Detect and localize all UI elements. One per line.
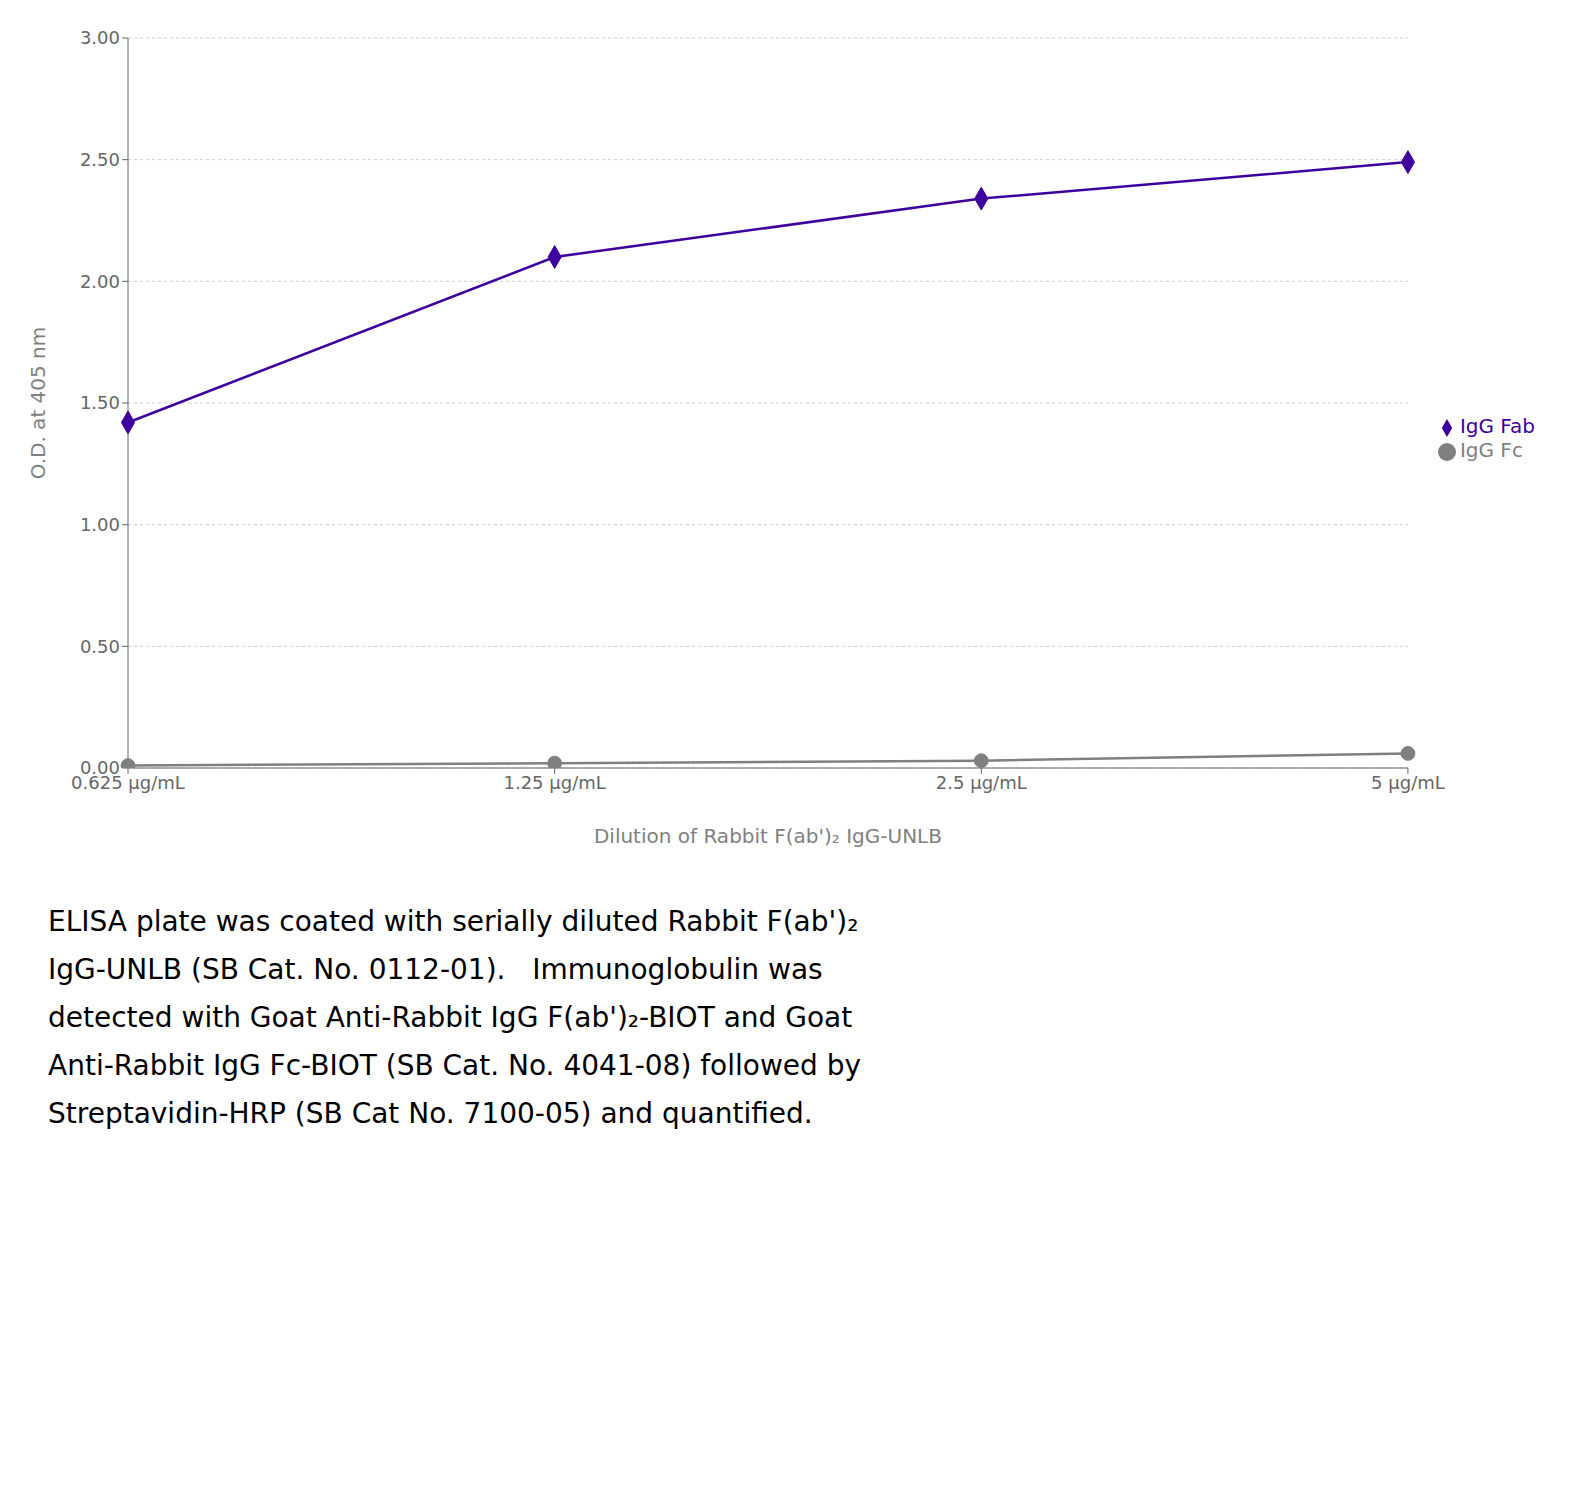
svg-text:2.5 μg/mL: 2.5 μg/mL: [936, 772, 1027, 793]
svg-text:1.25 μg/mL: 1.25 μg/mL: [503, 772, 605, 793]
html-text:IgG-UNLB (SB Cat. No. 0112-01): IgG-UNLB (SB Cat. No. 0112-01). Immunogl…: [48, 953, 823, 986]
html-text:IgG Fab: IgG Fab: [1459, 414, 1535, 438]
svg-text:0.625 μg/mL: 0.625 μg/mL: [71, 771, 185, 793]
svg-text:0.50: 0.50: [80, 636, 120, 657]
html-text:detected with Goat Anti-Rabbit: detected with Goat Anti-Rabbit IgG F(ab'…: [48, 1001, 853, 1034]
svg-text:5 μg/mL: 5 μg/mL: [1371, 772, 1445, 793]
svg-text:0.00: 0.00: [80, 757, 120, 778]
svg-text:O.D. at 405 nm: O.D. at 405 nm: [26, 327, 50, 480]
svg-text:2.00: 2.00: [80, 271, 120, 292]
html-text:ELISA plate was coated with se: ELISA plate was coated with serially dil…: [48, 905, 859, 938]
html-text:IgG Fc: IgG Fc: [1459, 438, 1523, 462]
svg-text:1.50: 1.50: [80, 392, 120, 413]
html-text:Anti-Rabbit IgG Fc-BIOT (SB Ca: Anti-Rabbit IgG Fc-BIOT (SB Cat. No. 404…: [48, 1049, 861, 1082]
svg-text:2.50: 2.50: [80, 149, 120, 170]
svg-text:1.00: 1.00: [80, 514, 120, 535]
html-text:Streptavidin-HRP (SB Cat No. 7: Streptavidin-HRP (SB Cat No. 7100-05) an…: [48, 1097, 813, 1130]
svg-text:3.00: 3.00: [80, 27, 120, 48]
svg-text:Dilution of Rabbit F(ab')₂ IgG: Dilution of Rabbit F(ab')₂ IgG-UNLB: [594, 824, 942, 848]
